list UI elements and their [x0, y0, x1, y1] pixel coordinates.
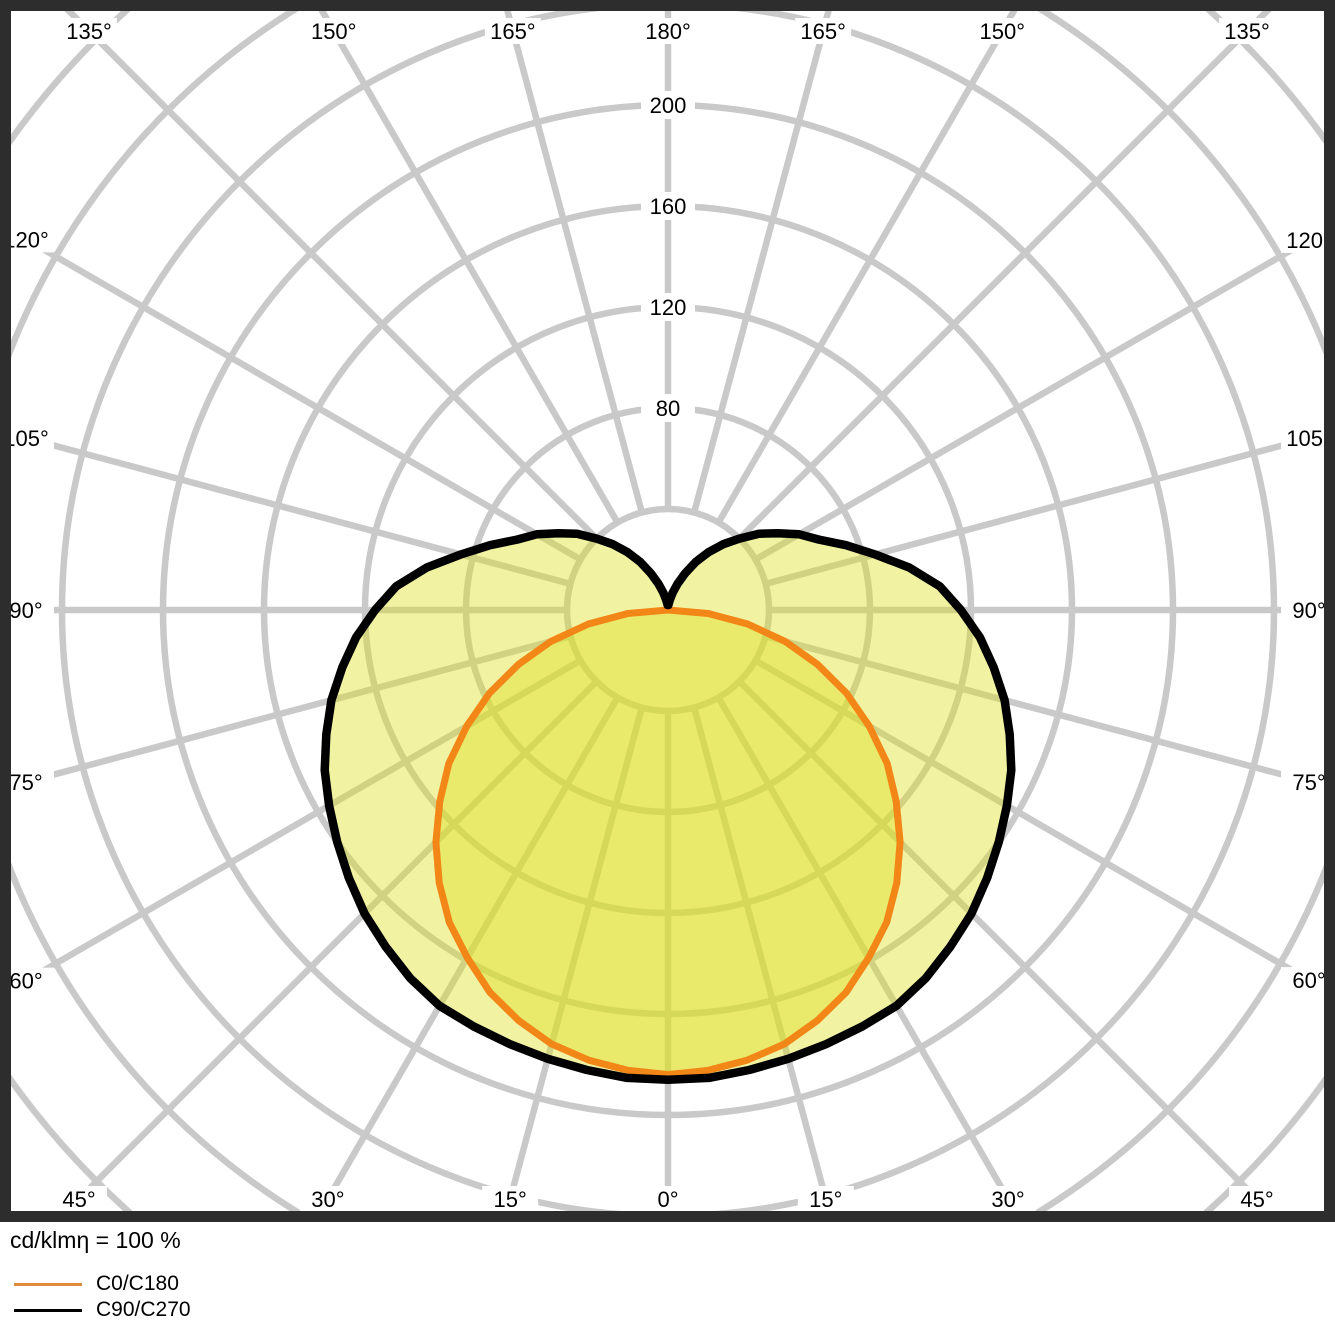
svg-text:75°: 75°	[9, 770, 42, 795]
legend-swatch-c90-c270-line	[14, 1308, 82, 1312]
svg-text:135°: 135°	[66, 19, 112, 44]
legend-label-c0-c180: C0/C180	[96, 1272, 179, 1295]
svg-text:15°: 15°	[809, 1187, 842, 1212]
svg-text:120: 120	[650, 295, 687, 320]
svg-text:15°: 15°	[494, 1187, 527, 1212]
svg-text:180°: 180°	[645, 19, 691, 44]
legend: C0/C180 C90/C270	[14, 1271, 191, 1323]
svg-text:90°: 90°	[9, 598, 42, 623]
svg-text:0°: 0°	[657, 1187, 678, 1212]
svg-text:60°: 60°	[9, 969, 42, 994]
svg-text:105°: 105°	[1286, 426, 1332, 451]
svg-text:160: 160	[650, 194, 687, 219]
svg-text:45°: 45°	[1240, 1187, 1273, 1212]
c0-c180-fill	[435, 610, 901, 1075]
svg-text:120°: 120°	[1286, 228, 1332, 253]
svg-text:90°: 90°	[1292, 598, 1325, 623]
svg-text:75°: 75°	[1292, 770, 1325, 795]
svg-text:150°: 150°	[980, 19, 1026, 44]
svg-text:135°: 135°	[1224, 19, 1270, 44]
svg-text:30°: 30°	[311, 1187, 344, 1212]
svg-text:80: 80	[656, 396, 680, 421]
c90-c270-fill	[324, 533, 1012, 1080]
svg-text:150°: 150°	[311, 19, 357, 44]
ring-tick-labels: 80 120 160 200	[641, 91, 695, 422]
svg-text:30°: 30°	[991, 1187, 1024, 1212]
chart-title: cd/klmη = 100 %	[10, 1227, 181, 1253]
svg-text:200: 200	[650, 93, 687, 118]
legend-item-c0-c180: C0/C180	[14, 1271, 191, 1297]
svg-text:60°: 60°	[1292, 968, 1325, 993]
svg-text:105°: 105°	[3, 426, 49, 451]
svg-text:45°: 45°	[62, 1187, 95, 1212]
c0-c180-curve	[432, 606, 904, 1079]
plot-frame	[0, 0, 1335, 1222]
c90-c270-curve	[320, 528, 1016, 1084]
angle-labels: 0° 15° 30° 45° 60° 75° 90° 105° 120° 135° 150° 165°…	[3, 18, 1332, 1212]
legend-swatch-c0-c180-line	[14, 1282, 82, 1286]
legend-item-c90-c270: C90/C270	[14, 1297, 191, 1323]
svg-text:165°: 165°	[800, 19, 846, 44]
svg-text:120°: 120°	[3, 227, 49, 252]
svg-text:165°: 165°	[490, 19, 536, 44]
legend-label-c90-c270: C90/C270	[96, 1298, 191, 1321]
